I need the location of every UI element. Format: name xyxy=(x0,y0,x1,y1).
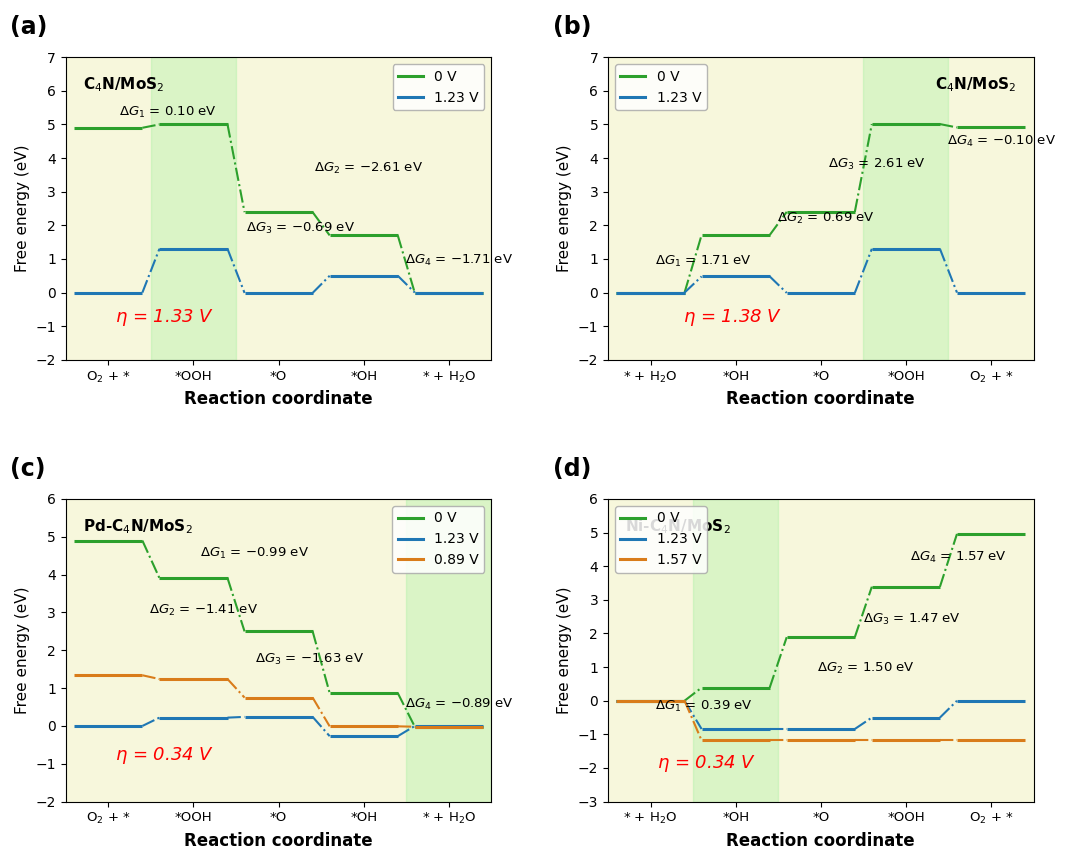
Text: $\Delta G_2$ = 1.50 eV: $\Delta G_2$ = 1.50 eV xyxy=(816,661,915,676)
Text: $\eta$ = 1.33 V: $\eta$ = 1.33 V xyxy=(116,307,214,329)
Legend: 0 V, 1.23 V: 0 V, 1.23 V xyxy=(393,64,485,110)
Text: $\Delta G_3$ = −1.63 eV: $\Delta G_3$ = −1.63 eV xyxy=(255,652,364,667)
Y-axis label: Free energy (eV): Free energy (eV) xyxy=(15,144,30,272)
Bar xyxy=(863,57,948,360)
Text: $\Delta G_2$ = −2.61 eV: $\Delta G_2$ = −2.61 eV xyxy=(314,161,423,176)
Text: $\Delta G_4$ = −1.71 eV: $\Delta G_4$ = −1.71 eV xyxy=(405,253,513,268)
Y-axis label: Free energy (eV): Free energy (eV) xyxy=(15,586,30,714)
Text: (d): (d) xyxy=(553,457,591,481)
Text: $\eta$ = 0.34 V: $\eta$ = 0.34 V xyxy=(116,745,214,766)
Bar xyxy=(693,499,779,802)
Text: C$_4$N/MoS$_2$: C$_4$N/MoS$_2$ xyxy=(935,75,1016,94)
X-axis label: Reaction coordinate: Reaction coordinate xyxy=(727,832,915,850)
X-axis label: Reaction coordinate: Reaction coordinate xyxy=(185,832,373,850)
Text: $\Delta G_3$ = 1.47 eV: $\Delta G_3$ = 1.47 eV xyxy=(863,612,961,627)
Y-axis label: Free energy (eV): Free energy (eV) xyxy=(557,586,572,714)
Text: (c): (c) xyxy=(11,457,46,481)
Text: $\Delta G_2$ = −1.41 eV: $\Delta G_2$ = −1.41 eV xyxy=(149,603,258,618)
Text: $\Delta G_3$ = 2.61 eV: $\Delta G_3$ = 2.61 eV xyxy=(827,157,926,172)
Text: C$_4$N/MoS$_2$: C$_4$N/MoS$_2$ xyxy=(83,75,164,94)
Text: $\Delta G_2$ = 0.69 eV: $\Delta G_2$ = 0.69 eV xyxy=(777,211,875,226)
Text: (a): (a) xyxy=(11,15,48,39)
Legend: 0 V, 1.23 V, 1.57 V: 0 V, 1.23 V, 1.57 V xyxy=(615,506,706,573)
Legend: 0 V, 1.23 V: 0 V, 1.23 V xyxy=(615,64,706,110)
Text: Ni-C$_4$N/MoS$_2$: Ni-C$_4$N/MoS$_2$ xyxy=(625,517,731,535)
Text: $\Delta G_1$ = −0.99 eV: $\Delta G_1$ = −0.99 eV xyxy=(200,547,309,561)
Text: $\Delta G_3$ = −0.69 eV: $\Delta G_3$ = −0.69 eV xyxy=(246,221,355,236)
Text: $\eta$ = 0.34 V: $\eta$ = 0.34 V xyxy=(658,753,756,774)
Legend: 0 V, 1.23 V, 0.89 V: 0 V, 1.23 V, 0.89 V xyxy=(392,506,485,573)
X-axis label: Reaction coordinate: Reaction coordinate xyxy=(185,390,373,408)
Text: $\Delta G_1$ = 0.39 eV: $\Delta G_1$ = 0.39 eV xyxy=(654,699,753,714)
Text: (b): (b) xyxy=(553,15,591,39)
Text: $\Delta G_4$ = −0.89 eV: $\Delta G_4$ = −0.89 eV xyxy=(405,696,513,712)
Text: $\Delta G_4$ = 1.57 eV: $\Delta G_4$ = 1.57 eV xyxy=(910,550,1007,566)
Text: $\eta$ = 1.38 V: $\eta$ = 1.38 V xyxy=(683,307,782,329)
Text: $\Delta G_1$ = 1.71 eV: $\Delta G_1$ = 1.71 eV xyxy=(654,253,752,269)
X-axis label: Reaction coordinate: Reaction coordinate xyxy=(727,390,915,408)
Bar xyxy=(406,499,491,802)
Text: Pd-C$_4$N/MoS$_2$: Pd-C$_4$N/MoS$_2$ xyxy=(83,517,192,535)
Text: $\Delta G_1$ = 0.10 eV: $\Delta G_1$ = 0.10 eV xyxy=(119,106,216,120)
Bar xyxy=(151,57,237,360)
Text: $\Delta G_4$ = −0.10 eV: $\Delta G_4$ = −0.10 eV xyxy=(947,134,1056,149)
Y-axis label: Free energy (eV): Free energy (eV) xyxy=(557,144,572,272)
